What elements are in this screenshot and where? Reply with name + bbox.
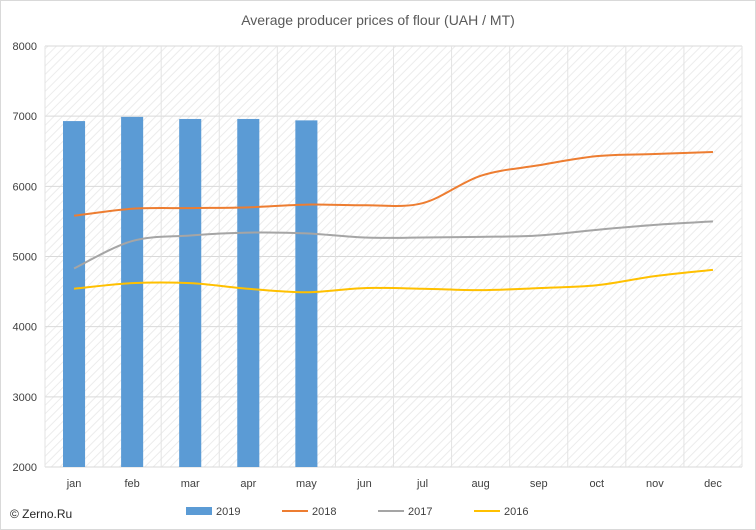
legend-swatch-2019 (186, 507, 212, 515)
x-tick-label: feb (124, 478, 139, 490)
chart-title: Average producer prices of flour (UAH / … (241, 12, 515, 28)
x-tick-label: dec (704, 478, 722, 490)
bar-2019 (179, 118, 202, 468)
x-tick-label: jun (356, 478, 372, 490)
x-tick-label: mar (181, 478, 200, 490)
y-tick-label: 3000 (13, 392, 37, 404)
x-tick-label: sep (530, 478, 548, 490)
bar-2019 (295, 120, 318, 468)
x-tick-label: apr (240, 478, 256, 490)
y-tick-label: 2000 (13, 462, 37, 474)
x-tick-label: nov (646, 478, 664, 490)
line-series-2017 (73, 220, 714, 270)
bar-2019 (63, 121, 86, 467)
y-tick-label: 8000 (13, 41, 37, 53)
x-tick-label: oct (589, 478, 604, 490)
y-tick-label: 6000 (13, 181, 37, 193)
x-tick-label: aug (471, 478, 489, 490)
line-series-2018 (73, 150, 713, 217)
x-tick-label: jan (66, 478, 82, 490)
bar-2019 (237, 118, 260, 468)
x-tick-label: jul (416, 478, 428, 490)
legend-label-2019: 2019 (216, 506, 240, 518)
bar-2019 (121, 116, 144, 467)
y-tick-label: 7000 (13, 111, 37, 123)
legend-label-2018: 2018 (312, 506, 336, 518)
x-tick-label: may (296, 478, 317, 490)
line-series-2016 (73, 268, 714, 294)
source-credit: © Zerno.Ru (10, 507, 72, 521)
y-tick-label: 4000 (13, 322, 37, 334)
legend-label-2017: 2017 (408, 506, 432, 518)
legend-label-2016: 2016 (504, 506, 528, 518)
y-tick-label: 5000 (13, 252, 37, 264)
